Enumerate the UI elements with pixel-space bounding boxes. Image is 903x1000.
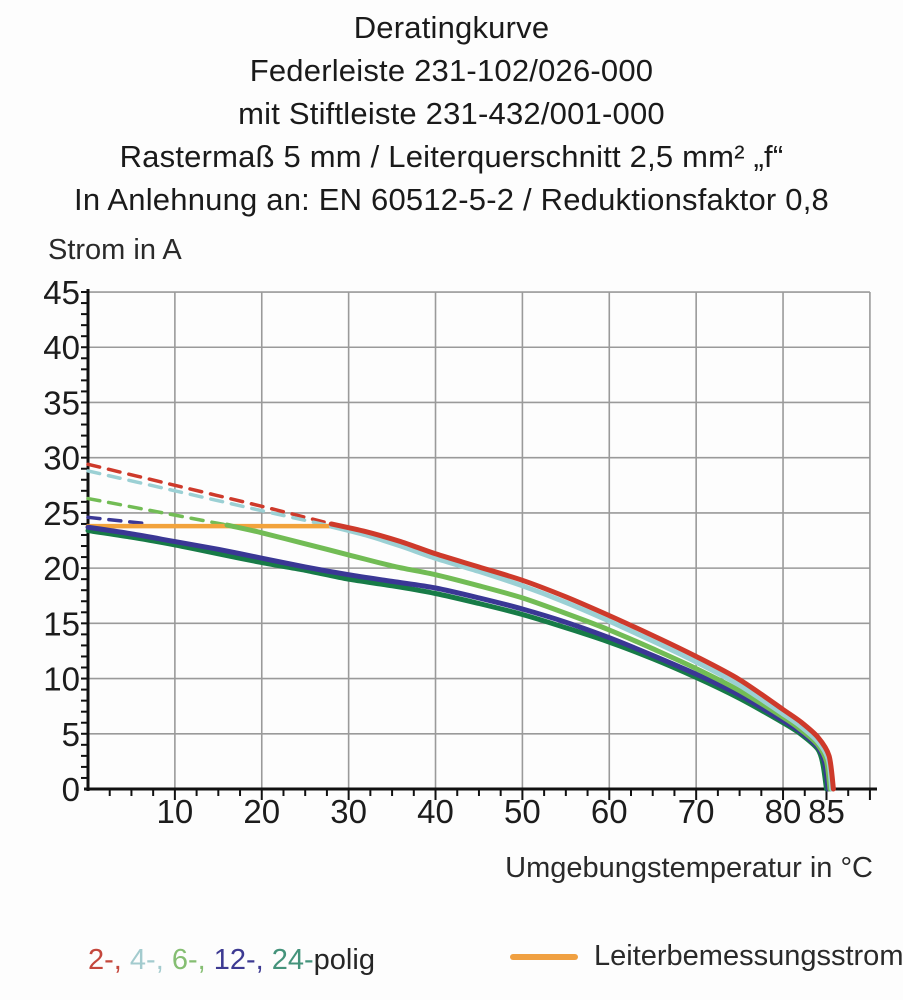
y-tick-label: 20 <box>43 550 80 587</box>
x-tick-label: 60 <box>591 793 628 830</box>
title-line-5: In Anlehnung an: EN 60512-5-2 / Reduktio… <box>74 182 829 217</box>
y-tick-label: 35 <box>43 384 80 421</box>
y-tick-label: 0 <box>62 771 80 808</box>
series-4-polig <box>328 523 835 792</box>
y-tick-label: 40 <box>43 329 80 366</box>
x-tick-label: 10 <box>157 793 194 830</box>
poles-legend-item-5: polig <box>313 944 375 976</box>
rated-current-legend-label: Leiterbemessungsstrom <box>594 940 903 972</box>
rated-current-legend: Leiterbemessungsstrom <box>510 940 903 973</box>
x-tick-label: 30 <box>330 793 367 830</box>
x-tick-label: 70 <box>678 793 715 830</box>
series-12-polig-extrapolation-dashed <box>86 515 151 526</box>
poles-legend-item-2: 6-, <box>171 944 214 976</box>
rated-current-line-swatch <box>510 953 578 960</box>
y-tick-label: 25 <box>43 495 80 532</box>
title-line-1: Deratingkurve <box>353 10 550 45</box>
series-2-polig-extrapolation-dashed <box>86 462 334 526</box>
y-tick-label: 15 <box>43 605 80 642</box>
x-tick-label: 20 <box>243 793 280 830</box>
y-axis-label: Strom in A <box>48 234 182 266</box>
title-line-4: Rastermaß 5 mm / Leiterquerschnitt 2,5 m… <box>119 139 784 174</box>
poles-legend-item-4: 24- <box>271 944 314 976</box>
series-24-polig <box>85 528 829 792</box>
series-6-polig-extrapolation-dashed <box>86 496 229 527</box>
title-line-2: Federleiste 231-102/026-000 <box>249 53 654 88</box>
poles-legend-item-3: 12-, <box>213 944 272 976</box>
series-6-polig <box>224 522 833 792</box>
series-4-polig-extrapolation-dashed <box>86 469 334 528</box>
poles-legend-item-1: 4-, <box>129 944 172 976</box>
x-tick-label: 40 <box>417 793 454 830</box>
y-tick-label: 30 <box>43 440 80 477</box>
title-line-3: mit Stiftleiste 231-432/001-000 <box>238 96 665 131</box>
x-axis-label: Umgebungstemperatur in °C <box>505 852 873 884</box>
series-2-polig <box>328 521 836 792</box>
chart-title-block: Deratingkurve Federleiste 231-102/026-00… <box>0 6 903 221</box>
y-tick-label: 5 <box>62 716 80 753</box>
x-tick-label: 50 <box>504 793 541 830</box>
y-tick-label: 10 <box>43 661 80 698</box>
poles-legend: 2-, 4-, 6-, 12-, 24-polig <box>88 944 375 977</box>
poles-legend-item-0: 2-, <box>88 944 130 976</box>
x-tick-label: 80 <box>765 793 802 830</box>
y-tick-label: 45 <box>43 274 80 311</box>
x-tick-label: 85 <box>808 793 845 830</box>
